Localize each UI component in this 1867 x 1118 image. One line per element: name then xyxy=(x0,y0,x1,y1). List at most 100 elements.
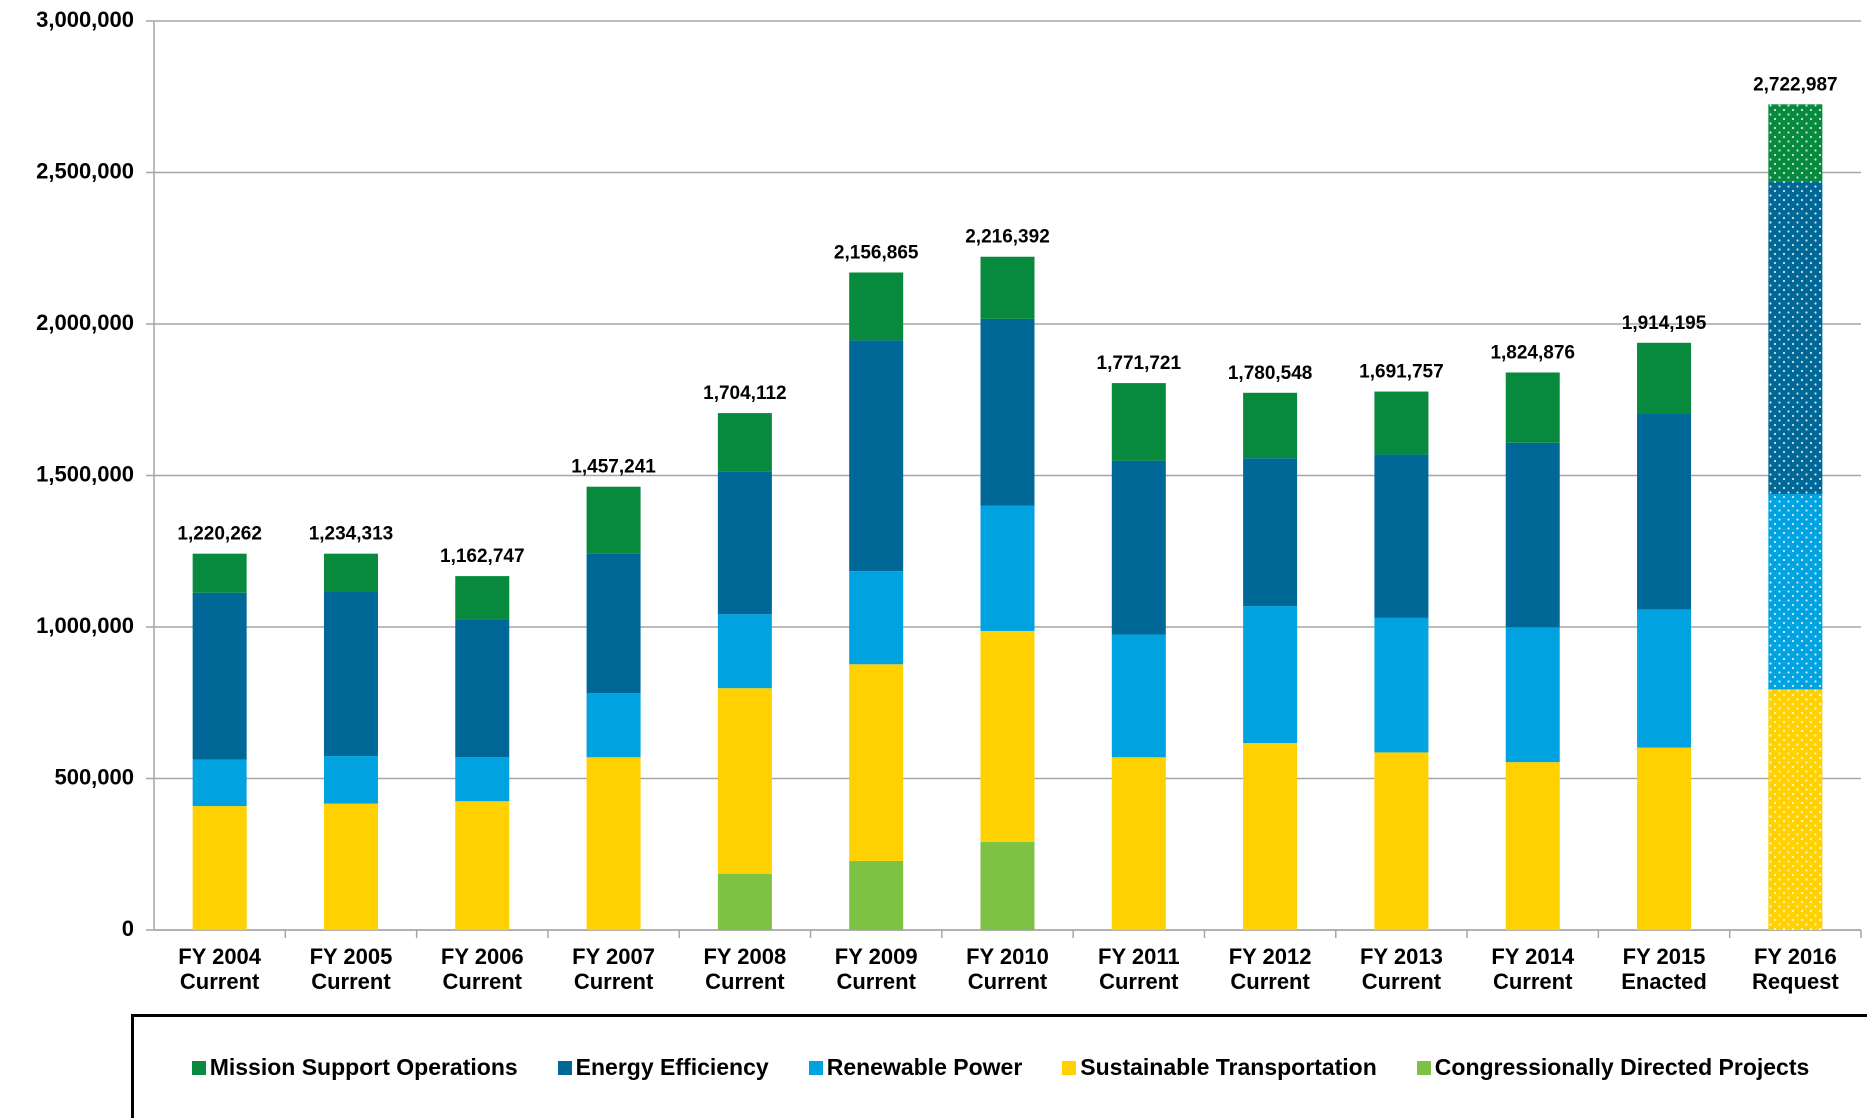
total-label: 2,216,392 xyxy=(965,227,1050,248)
legend-label: Mission Support Operations xyxy=(209,1054,518,1080)
total-label: 2,156,865 xyxy=(834,242,919,263)
bar-segment xyxy=(1374,454,1429,618)
bar-segment xyxy=(1505,372,1560,443)
bar-segment xyxy=(323,803,378,930)
bar-segment xyxy=(586,693,641,758)
bar-segment xyxy=(1243,458,1298,607)
bar-segment xyxy=(455,619,510,758)
legend-label: Renewable Power xyxy=(826,1054,1023,1080)
y-tick-label: 1,500,000 xyxy=(36,461,134,486)
bar-segment xyxy=(1111,757,1166,930)
bar-segment xyxy=(586,486,641,554)
bar-segment xyxy=(980,841,1035,930)
bar-segment xyxy=(1637,342,1692,414)
total-label: 1,691,757 xyxy=(1359,362,1444,383)
bar-pattern xyxy=(1768,104,1823,182)
total-label: 1,780,548 xyxy=(1228,363,1313,384)
bar-segment xyxy=(717,614,772,689)
bar-segment xyxy=(980,318,1035,506)
x-tick-label: FY 2011 Current xyxy=(1098,944,1180,994)
bar-segment xyxy=(980,630,1035,842)
bar-segment xyxy=(1505,442,1560,628)
x-tick-label: FY 2013 Current xyxy=(1360,944,1443,994)
bar-pattern xyxy=(1768,689,1823,930)
bar-segment xyxy=(1505,762,1560,930)
y-tick-label: 3,000,000 xyxy=(36,7,134,32)
bar-segment xyxy=(1637,413,1692,610)
x-tick-label: FY 2014 Current xyxy=(1491,944,1575,994)
x-tick-label: FY 2008 Current xyxy=(703,944,787,994)
y-tick-label: 1,000,000 xyxy=(36,613,134,638)
total-label: 1,220,262 xyxy=(177,524,262,545)
bar-segment xyxy=(849,272,904,341)
bar-segment xyxy=(849,664,904,861)
bar-segment xyxy=(1374,752,1429,930)
x-tick-label: FY 2010 Current xyxy=(966,944,1049,994)
bar-segment xyxy=(849,860,904,930)
bar-segment xyxy=(717,688,772,874)
bar-segment xyxy=(1374,617,1429,753)
bar-segment xyxy=(1374,391,1429,455)
bar-segment xyxy=(1637,609,1692,748)
legend-label: Energy Efficiency xyxy=(575,1054,769,1080)
bar-segment xyxy=(323,591,378,757)
legend-swatch xyxy=(1416,1060,1431,1075)
x-tick-label: FY 2012 Current xyxy=(1228,944,1312,994)
total-label: 1,914,195 xyxy=(1622,313,1707,334)
x-tick-label: FY 2007 Current xyxy=(572,944,655,994)
legend-item: Renewable Power xyxy=(808,1054,1023,1081)
bar-segment xyxy=(849,571,904,665)
y-tick-label: 2,000,000 xyxy=(36,310,134,335)
bar-segment xyxy=(455,576,510,620)
bar-segment xyxy=(1243,743,1298,930)
x-tick-label: FY 2016 Request xyxy=(1751,944,1839,994)
bar-segment xyxy=(1111,634,1166,758)
bar-segment xyxy=(1243,606,1298,744)
legend-item: Mission Support Operations xyxy=(191,1054,518,1081)
bar-segment xyxy=(455,757,510,802)
x-tick-label: FY 2005 Current xyxy=(309,944,393,994)
total-label: 1,824,876 xyxy=(1490,342,1575,363)
bar-segment xyxy=(980,256,1035,319)
bar-segment xyxy=(1243,392,1298,459)
legend: Mission Support Operations Energy Efficie… xyxy=(131,1014,1867,1118)
x-tick-label: FY 2009 Current xyxy=(834,944,918,994)
bar-segment xyxy=(1111,383,1166,461)
x-tick-label: FY 2006 Current xyxy=(440,944,524,994)
total-label: 1,704,112 xyxy=(703,383,786,404)
bar-segment xyxy=(192,592,247,760)
bar-segment xyxy=(586,553,641,694)
bar-segment xyxy=(455,801,510,930)
legend-swatch xyxy=(191,1060,206,1075)
bar-segment xyxy=(586,757,641,930)
bar-segment xyxy=(717,471,772,615)
legend-label: Sustainable Transportation xyxy=(1080,1054,1377,1080)
total-label: 2,722,987 xyxy=(1753,74,1838,95)
bar-segment xyxy=(323,756,378,804)
bar-segment xyxy=(717,873,772,930)
bar-segment xyxy=(717,413,772,472)
bar-segment xyxy=(1111,460,1166,635)
legend-swatch xyxy=(808,1060,823,1075)
x-tick-label: FY 2015 Enacted xyxy=(1621,944,1707,994)
bar-segment xyxy=(1637,747,1692,930)
legend-item: Congressionally Directed Projects xyxy=(1416,1054,1810,1081)
bar-pattern xyxy=(1768,493,1823,690)
x-tick-label: FY 2004 Current xyxy=(178,944,262,994)
y-tick-label: 0 xyxy=(122,916,134,941)
total-label: 1,771,721 xyxy=(1097,353,1182,374)
y-tick-label: 500,000 xyxy=(54,764,134,789)
legend-label: Congressionally Directed Projects xyxy=(1434,1054,1810,1080)
legend-item: Energy Efficiency xyxy=(557,1054,769,1081)
bar-segment xyxy=(849,340,904,572)
bar-pattern xyxy=(1768,181,1823,494)
bar-segment xyxy=(980,505,1035,631)
bar-segment xyxy=(192,759,247,807)
legend-swatch xyxy=(557,1060,572,1075)
bar-segment xyxy=(192,806,247,930)
bar-segment xyxy=(192,553,247,593)
total-label: 1,162,747 xyxy=(440,546,525,567)
y-tick-label: 2,500,000 xyxy=(36,158,134,183)
bar-segment xyxy=(1505,627,1560,763)
